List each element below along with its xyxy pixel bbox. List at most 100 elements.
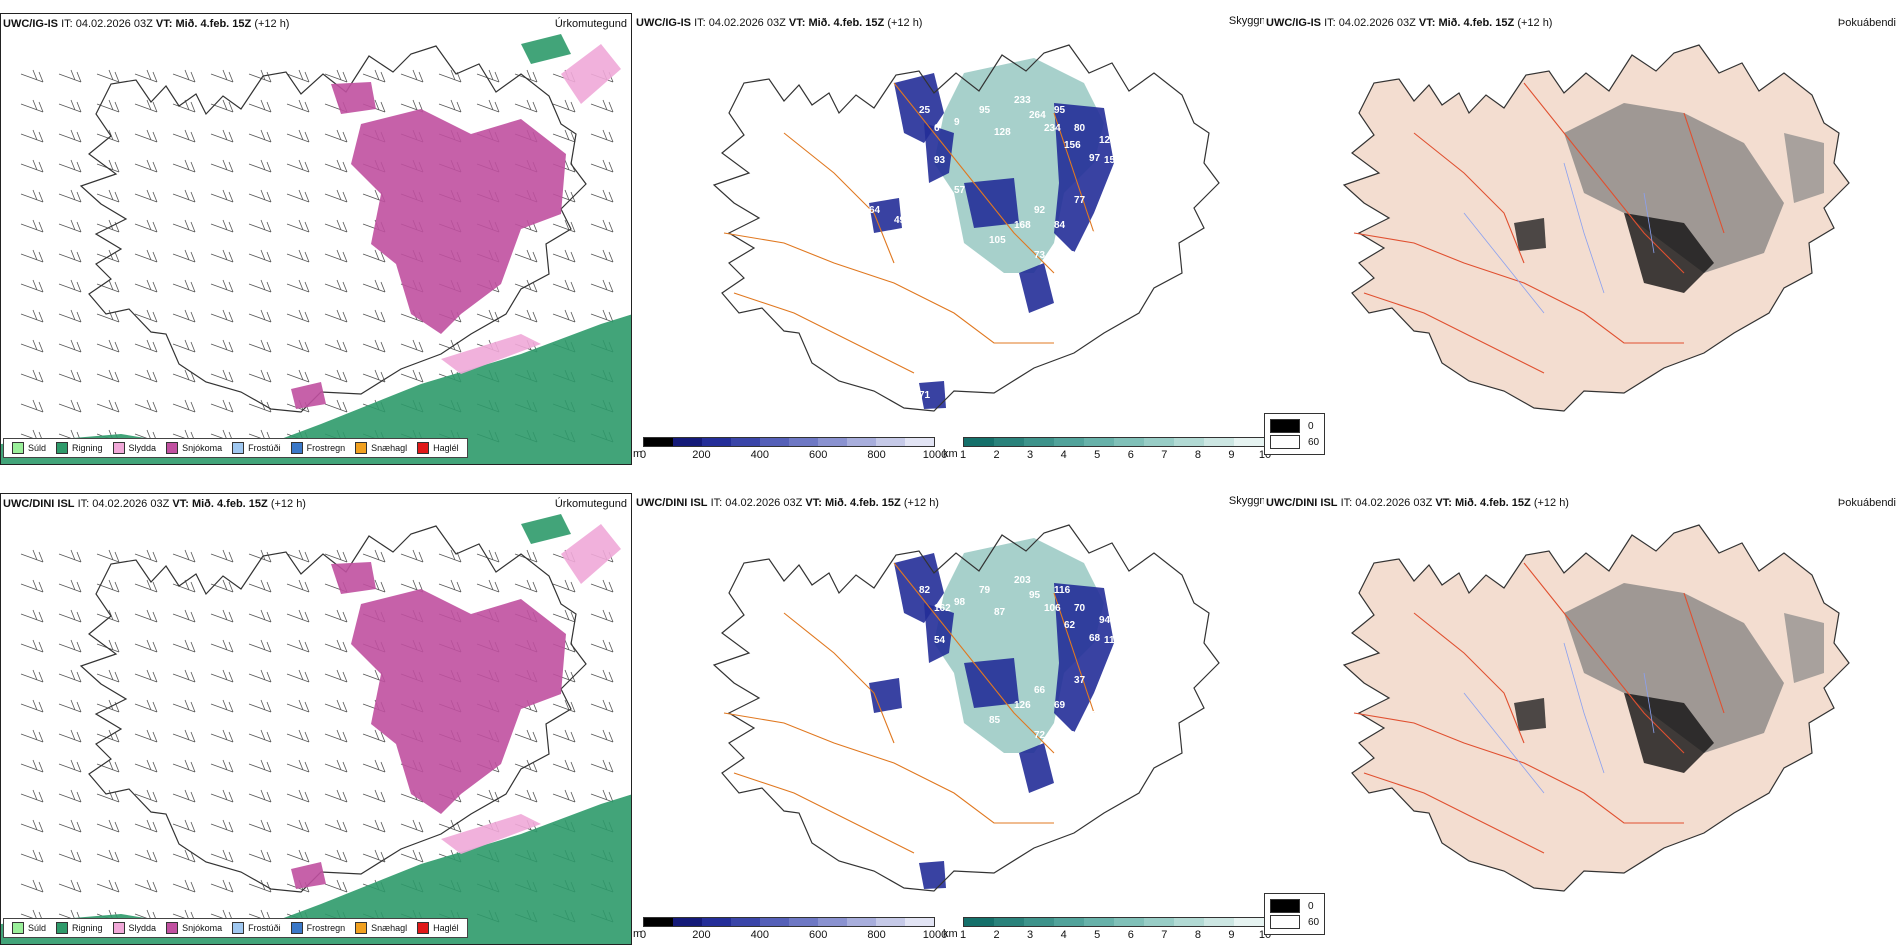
- ceiling-label: 116: [1054, 585, 1071, 596]
- colorbar-segment: [702, 438, 731, 446]
- rivers: [1463, 162, 1655, 314]
- colorbar-tick: 1000: [922, 449, 948, 461]
- road: [1363, 772, 1545, 854]
- legend-swatch: [12, 922, 24, 934]
- ceiling-label: 6: [934, 123, 940, 134]
- river: [1563, 162, 1605, 294]
- ceiling-area: [1019, 263, 1054, 313]
- legend-label: Snjókoma: [182, 443, 223, 453]
- ceiling-colorbar: 0 200 400 600 800 1000 m: [633, 917, 947, 942]
- colorbar-tick: 3: [1027, 929, 1034, 941]
- legend-item: Rigning: [56, 922, 103, 934]
- precip-area: [1, 794, 631, 944]
- panel-title: Þokuábendi: [1837, 497, 1896, 509]
- legend-label: Súld: [28, 923, 47, 933]
- colorbar-segment: [905, 438, 934, 446]
- colorbar-segment: [1084, 438, 1114, 446]
- ceiling-label: 92: [1034, 205, 1046, 216]
- header: UWC/DINI ISL IT: 04.02.2026 03Z VT: Mið.…: [1266, 497, 1569, 509]
- fog-areas: [1514, 583, 1824, 773]
- ceiling-label: 110: [1104, 690, 1121, 701]
- colorbar-tick: 5: [1094, 929, 1101, 941]
- fog-area: [1624, 213, 1714, 293]
- ceiling-label: 93: [934, 155, 946, 166]
- legend-swatch: [290, 922, 303, 934]
- ceiling-label: 168: [1014, 220, 1031, 231]
- ceiling-panel-top: 25 6 9 95 128 233 264 234 95 156 80 97 121 152 70 79 77 9…: [634, 13, 1264, 465]
- ceiling-label: 101: [1094, 305, 1111, 316]
- precip-areas: [1, 34, 631, 464]
- precip-area: [521, 514, 571, 544]
- colorbar-segment: [818, 438, 847, 446]
- ceiling-labels: 2569951282332642349515680971211527079779…: [869, 95, 1136, 401]
- ceiling-label: 57: [979, 765, 991, 776]
- road: [1683, 112, 1725, 234]
- legend-item: Frostúði: [232, 442, 281, 454]
- colorbar-tick: 3: [1027, 449, 1034, 461]
- colorbar-segment: [731, 438, 760, 446]
- road: [1053, 592, 1095, 714]
- road: [893, 562, 1055, 754]
- road: [893, 82, 1055, 274]
- colorbar-tick: 400: [750, 929, 769, 941]
- colorbar-segment: [1054, 438, 1084, 446]
- road: [733, 292, 915, 374]
- legend-item: Haglél: [417, 442, 459, 454]
- visibility-colorbar: 1 2 3 4 5 6 7 8 9 10 km: [943, 917, 1271, 942]
- ceiling-label: 84: [1054, 220, 1066, 231]
- legend-item: Súld: [12, 442, 46, 454]
- legend-item: Slydda: [112, 922, 156, 934]
- legend-item: Snjókoma: [166, 442, 222, 454]
- colorbar-segment: [702, 918, 731, 926]
- panel-title: Úrkomutegund: [554, 498, 627, 510]
- colorbar-segment: [1144, 918, 1174, 926]
- colorbar-segment: [673, 438, 702, 446]
- ceiling-label: 70: [944, 815, 956, 826]
- ceiling-label: 95: [944, 335, 956, 346]
- ceiling-label: 94: [1099, 615, 1111, 626]
- precip-areas: [1, 514, 631, 944]
- fog-panel-bottom: UWC/DINI ISL IT: 04.02.2026 03Z VT: Mið.…: [1264, 493, 1900, 945]
- river: [1643, 192, 1655, 254]
- colorbar-segment: [964, 438, 994, 446]
- roads: [1353, 82, 1725, 374]
- road: [733, 772, 915, 854]
- colorbar-segment: [1204, 438, 1234, 446]
- panel-title: Skyggni: [1228, 15, 1264, 27]
- road: [1413, 132, 1525, 264]
- colorbar-segment: [760, 918, 789, 926]
- colorbar-segment: [1234, 918, 1264, 926]
- colorbar-segment: [673, 918, 702, 926]
- ceiling-label: 37: [1074, 675, 1086, 686]
- ceiling-label: 126: [1014, 700, 1031, 711]
- colorbar-tick: 4: [1060, 449, 1067, 461]
- ceiling-label: 125: [884, 175, 901, 186]
- ceiling-label: 228: [909, 240, 926, 251]
- colorbar-segment: [847, 918, 876, 926]
- ceiling-label: 182: [1074, 280, 1091, 291]
- precip-area: [331, 82, 376, 114]
- ceiling-label: 78: [1059, 295, 1071, 306]
- ceiling-map-bottom: 8216298798720395106116627068941141041903…: [712, 524, 1220, 892]
- ceiling-label: 95: [979, 105, 991, 116]
- colorbar-tick: 400: [750, 449, 769, 461]
- legend-label: Súld: [28, 443, 47, 453]
- legend-swatch: [232, 922, 245, 934]
- precip-area: [561, 44, 621, 104]
- header: UWC/IG-IS IT: 04.02.2026 03Z VT: Mið. 4.…: [636, 17, 923, 29]
- colorbar-tick: 8: [1194, 449, 1201, 461]
- ceiling-label: 77: [1074, 195, 1086, 206]
- colorbar-tick: 800: [867, 449, 886, 461]
- legend-swatch: [166, 922, 179, 934]
- legend-swatch: [112, 442, 125, 454]
- ceiling-area: [924, 603, 954, 663]
- legend-swatch: [290, 442, 303, 454]
- legend-item: Súld: [12, 922, 46, 934]
- colorbar-tick: 0: [639, 929, 647, 941]
- legend-item: Snæhagl: [355, 922, 407, 934]
- road: [1523, 82, 1685, 274]
- river: [1563, 642, 1605, 774]
- ceiling-label: 104: [1114, 650, 1131, 661]
- legend-label: Rigning: [72, 443, 103, 453]
- road: [723, 712, 1054, 824]
